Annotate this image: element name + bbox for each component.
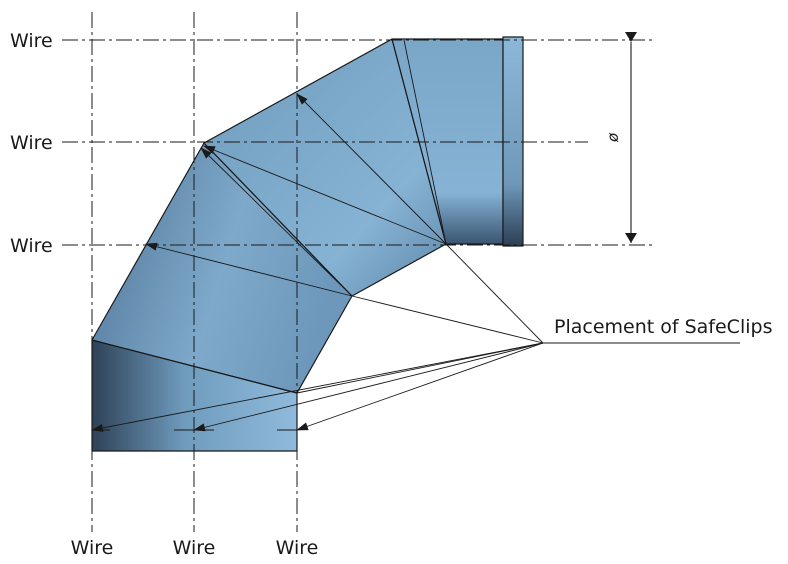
diameter-symbol: ø <box>604 132 622 143</box>
safeclip-callout-label: Placement of SafeClips <box>554 316 772 338</box>
elbow-pipe <box>91 36 524 452</box>
wire-label-v1: Wire <box>71 537 114 559</box>
clip-lines <box>91 39 447 394</box>
wire-label-v3: Wire <box>276 537 319 559</box>
wire-label-h2: Wire <box>10 132 53 154</box>
safeclip-callout-lines <box>91 243 740 432</box>
wire-label-v2: Wire <box>173 537 216 559</box>
wire-label-h1: Wire <box>10 30 53 52</box>
wire-label-h3: Wire <box>10 235 53 257</box>
labels: Wire Wire Wire Wire Wire Wire Placement … <box>10 30 772 559</box>
